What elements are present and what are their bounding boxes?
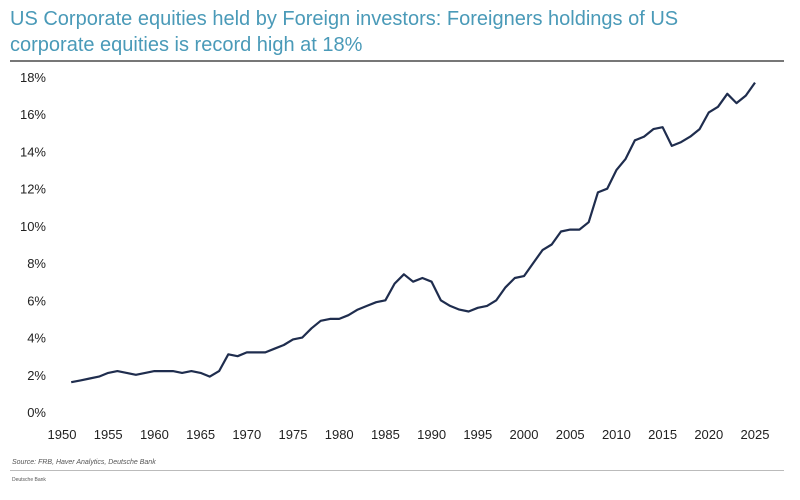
y-axis: 0% 2% 4% 6% 8% 10% 12% 14% 16% 18% [20,70,46,420]
x-tick-label: 1975 [279,427,308,442]
x-tick-label: 2015 [648,427,677,442]
source-divider [10,470,784,471]
x-tick-label: 2005 [556,427,585,442]
y-tick-label: 2% [27,368,46,383]
y-tick-label: 14% [20,144,46,159]
chart-title: US Corporate equities held by Foreign in… [10,8,679,56]
y-tick-label: 8% [27,256,46,271]
x-tick-label: 1985 [371,427,400,442]
x-tick-label: 1990 [417,427,446,442]
y-tick-label: 16% [20,107,46,122]
x-tick-label: 1960 [140,427,169,442]
source-note: Source: FRB, Haver Analytics, Deutsche B… [12,459,156,466]
x-tick-label: 1980 [325,427,354,442]
y-tick-label: 0% [27,405,46,420]
y-tick-label: 18% [20,70,46,85]
y-tick-label: 4% [27,331,46,346]
y-tick-label: 12% [20,182,46,197]
title-divider [10,60,784,62]
x-tick-label: 1995 [463,427,492,442]
y-tick-label: 6% [27,293,46,308]
y-tick-label: 10% [20,219,46,234]
x-axis: 1950 1955 1960 1965 1970 1975 1980 1985 1990 1995… [48,427,770,442]
x-tick-label: 2020 [694,427,723,442]
x-tick-label: 1965 [186,427,215,442]
x-tick-label: 1970 [232,427,261,442]
line-chart: 0%2%4%6%8%10%12%14%16%18% 1950 1955 1960 19… [20,70,770,442]
x-tick-label: 2025 [741,427,770,442]
footer-logo-text: Deutsche Bank [12,477,46,483]
series-line [70,81,756,384]
x-tick-label: 1950 [48,427,77,442]
x-tick-label: 1955 [94,427,123,442]
x-tick-label: 2010 [602,427,631,442]
x-tick-label: 2000 [510,427,539,442]
